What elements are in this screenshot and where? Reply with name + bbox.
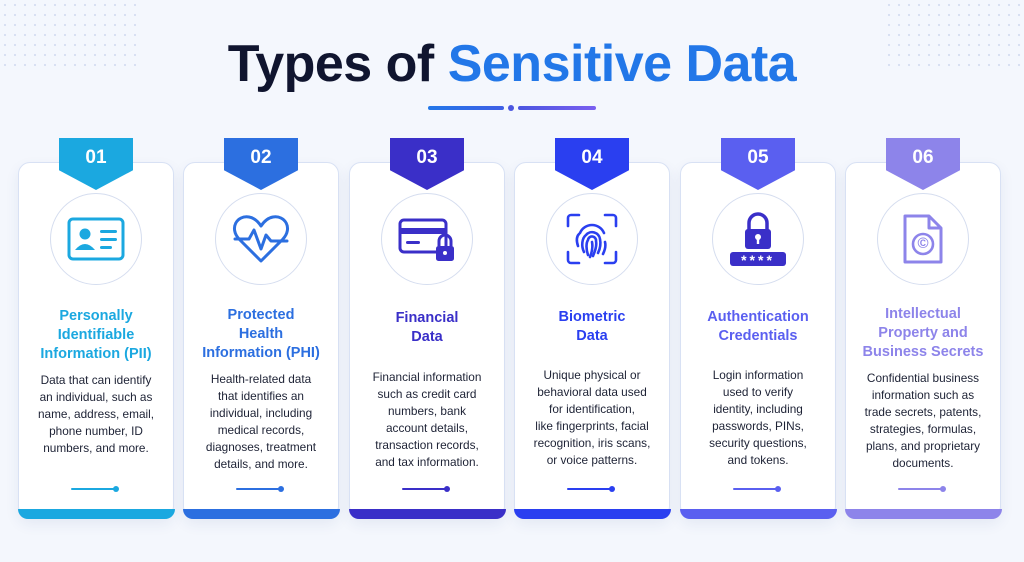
card-bottom-bar <box>17 508 175 519</box>
copyright-document-icon <box>903 214 943 264</box>
card-divider-dot <box>278 486 284 492</box>
title-part-dark: Types of <box>227 35 448 93</box>
icon-circle <box>381 193 473 285</box>
title-underline-left <box>428 106 504 110</box>
card-description: Data that can identify an individual, su… <box>37 373 155 455</box>
card-divider-dot <box>775 486 781 492</box>
card-description: Financial information such as credit car… <box>372 370 482 469</box>
card-divider-dot <box>940 486 946 492</box>
id-card-icon <box>67 217 125 261</box>
card-bottom-bar <box>348 508 506 519</box>
fingerprint-icon <box>566 213 618 265</box>
card-bottom-bar <box>844 508 1002 519</box>
card-divider-line <box>898 488 942 490</box>
card-description: Unique physical or behavioral data used … <box>533 368 651 467</box>
card-divider-line <box>402 488 446 490</box>
card-divider-line <box>71 488 115 490</box>
card-divider-dot <box>444 486 450 492</box>
credit-card-lock-icon <box>398 218 454 261</box>
title-part-accent: Sensitive Data <box>447 35 797 93</box>
card-biometric: Biometric Data Unique physical or behavi… <box>513 162 671 519</box>
icon-circle <box>546 193 638 285</box>
card-title: Biometric Data <box>558 309 626 344</box>
icon-circle: **** <box>712 193 804 285</box>
card-divider-line <box>567 488 611 490</box>
card-intellectual-property: © Intellectual Property and Business Sec… <box>844 162 1002 519</box>
card-divider-dot <box>113 486 119 492</box>
card-pii: Personally Identifiable Information (PII… <box>17 162 175 519</box>
card-divider-line <box>236 488 280 490</box>
copyright-symbol: © <box>917 235 929 252</box>
icon-circle <box>215 193 307 285</box>
title-underline-right <box>518 106 596 110</box>
card-title: Financial Data <box>395 310 459 345</box>
card-title: Personally Identifiable Information (PII… <box>40 308 152 362</box>
password-mask: **** <box>741 252 775 268</box>
icon-circle <box>50 193 142 285</box>
card-title: Intellectual Property and Business Secre… <box>862 306 984 360</box>
card-phi: Protected Health Information (PHI) Healt… <box>182 162 340 519</box>
icon-circle: © <box>877 193 969 285</box>
card-financial: Financial Data Financial information suc… <box>348 162 506 519</box>
card-description: Health-related data that identifies an i… <box>205 372 317 471</box>
card-description: Login information used to verify identit… <box>709 368 807 467</box>
card-divider-dot <box>609 486 615 492</box>
card-bottom-bar <box>679 508 837 519</box>
heart-pulse-icon <box>233 215 289 263</box>
card-divider-line <box>733 488 777 490</box>
background-dots-right <box>884 0 1024 70</box>
page-title: Types of Sensitive Data <box>0 34 1024 94</box>
card-authentication: **** Authentication Credentials Login in… <box>679 162 837 519</box>
card-description: Confidential business information such a… <box>864 371 982 470</box>
card-title: Authentication Credentials <box>707 309 809 344</box>
card-title: Protected Health Information (PHI) <box>202 307 320 361</box>
card-bottom-bar <box>182 508 340 519</box>
card-bottom-bar <box>513 508 671 519</box>
title-underline-dot <box>508 105 514 111</box>
padlock-icon <box>730 212 786 266</box>
background-dots-left <box>0 0 140 70</box>
